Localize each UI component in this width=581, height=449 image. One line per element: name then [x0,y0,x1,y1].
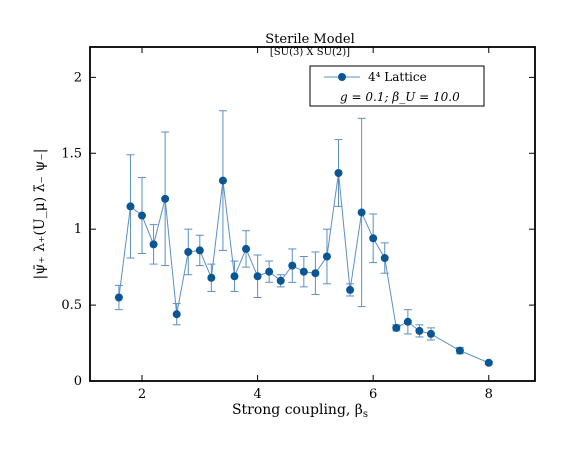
legend-label: 4⁴ Lattice [368,70,427,84]
data-point [369,234,378,243]
data-point [426,329,435,338]
data-point [346,285,355,294]
x-axis-label-text: Strong coupling, β [232,402,363,418]
legend-marker [338,73,346,81]
data-point [207,273,216,282]
data-point [230,272,239,281]
svg-text:Strong coupling, βs: Strong coupling, βs [232,402,368,420]
x-tick-label: 4 [253,387,261,402]
y-tick-label: 2 [74,70,82,85]
series-layer [114,110,493,367]
y-tick-label: 1 [74,222,82,237]
data-point [161,194,170,203]
data-point [126,202,135,211]
data-point [322,252,331,261]
data-point [184,247,193,256]
data-point [195,246,204,255]
data-point [218,176,227,185]
data-point [242,244,251,253]
y-tick-label: 0.5 [61,298,82,313]
data-point [265,267,274,276]
data-point [380,254,389,263]
x-tick-label: 8 [485,387,493,402]
data-point [484,358,493,367]
plot-frame [89,46,536,382]
data-point [149,240,158,249]
plot-area: 2 4 6 8 0 0.5 1 1.5 2 [61,46,536,402]
data-point [138,211,147,220]
x-axis-label-subscript: s [363,409,368,420]
data-point [392,323,401,332]
data-point [114,293,123,302]
data-point [357,208,366,217]
data-point [299,267,308,276]
y-tick-label: 1.5 [61,146,82,161]
y-axis-label: |ψ̄₊ λ₊(U_μ) λ̄₋ ψ₋| [32,149,48,280]
legend: 4⁴ Lattice g = 0.1; β_U = 10.0 [309,65,485,107]
data-point [172,310,181,319]
ticks: 2 4 6 8 0 0.5 1 1.5 2 [61,47,535,402]
data-point [288,261,297,270]
chart-title: Sterile Model [265,32,355,47]
data-point [455,346,464,355]
data-point [403,317,412,326]
x-tick-label: 6 [369,387,377,402]
y-tick-label: 0 [74,374,82,389]
x-tick-label: 2 [138,387,146,402]
chart-subtitle: [SU(3) X SU(2)] [270,47,350,58]
legend-box [309,65,485,107]
data-point [276,276,285,285]
x-axis-label: Strong coupling, βs [232,402,368,420]
data-point [311,269,320,278]
data-point [334,169,343,178]
data-point [253,272,262,281]
legend-annotation: g = 0.1; β_U = 10.0 [340,90,460,104]
data-point [415,326,424,335]
